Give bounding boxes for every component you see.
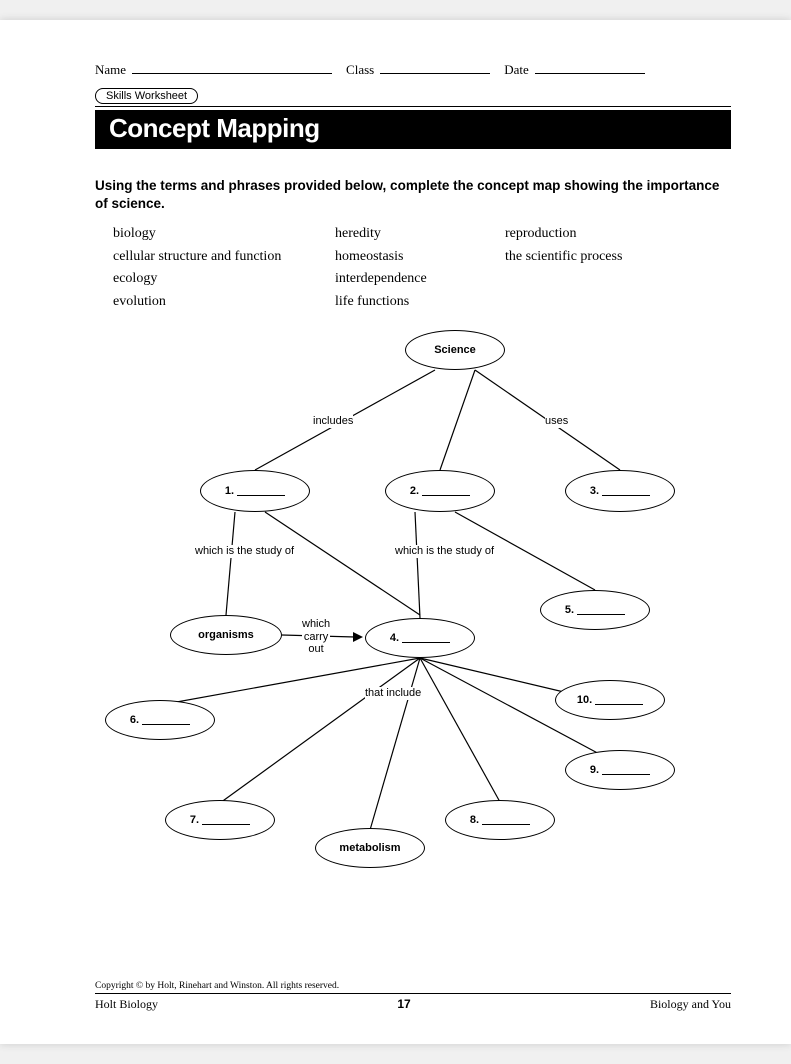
term: cellular structure and function [95,246,335,268]
link-label: which is the study of [395,545,494,558]
concept-node-n2[interactable]: 2. [385,470,495,512]
concept-map: Science 1. 2. 3. organisms 4. 5. 6. 7. metabolism… [95,325,731,885]
page-footer: Copyright © by Holt, Rinehart and Winsto… [95,981,731,1012]
link-label: that include [365,687,421,700]
terms-list: biology heredity reproduction cellular s… [95,223,731,313]
page-title: Concept Mapping [95,110,731,148]
footer-left: Holt Biology [95,997,158,1012]
term: heredity [335,223,505,245]
class-blank[interactable] [380,60,490,74]
term: homeostasis [335,246,505,268]
date-blank[interactable] [535,60,645,74]
term: ecology [95,268,335,290]
concept-node-organisms: organisms [170,615,282,655]
worksheet-page: Name Class Date Skills Worksheet Concept… [0,20,791,1044]
term: the scientific process [505,246,731,268]
content-area: Name Class Date Skills Worksheet Concept… [95,60,731,1004]
concept-node-metabolism: metabolism [315,828,425,868]
copyright: Copyright © by Holt, Rinehart and Winsto… [95,981,731,994]
class-label: Class [346,62,374,78]
concept-node-n9[interactable]: 9. [565,750,675,790]
date-label: Date [504,62,529,78]
concept-node-n3[interactable]: 3. [565,470,675,512]
concept-node-n10[interactable]: 10. [555,680,665,720]
instructions: Using the terms and phrases provided bel… [95,177,731,213]
skills-pill: Skills Worksheet [95,88,198,104]
title-wrap: Concept Mapping [95,106,731,149]
concept-node-n5[interactable]: 5. [540,590,650,630]
name-blank[interactable] [132,60,332,74]
concept-node-n6[interactable]: 6. [105,700,215,740]
link-label: includes [313,415,353,428]
concept-node-n7[interactable]: 7. [165,800,275,840]
term: reproduction [505,223,731,245]
link-label: whichcarryout [302,618,330,656]
term: life functions [335,291,505,313]
term: evolution [95,291,335,313]
link-label: uses [545,415,568,428]
footer-right: Biology and You [650,997,731,1012]
name-label: Name [95,62,126,78]
concept-node-n1[interactable]: 1. [200,470,310,512]
concept-node-n4[interactable]: 4. [365,618,475,658]
header-fields: Name Class Date [95,60,731,78]
term: biology [95,223,335,245]
concept-node-science: Science [405,330,505,370]
concept-node-n8[interactable]: 8. [445,800,555,840]
link-label: which is the study of [195,545,294,558]
term: interdependence [335,268,505,290]
page-number: 17 [397,997,410,1012]
